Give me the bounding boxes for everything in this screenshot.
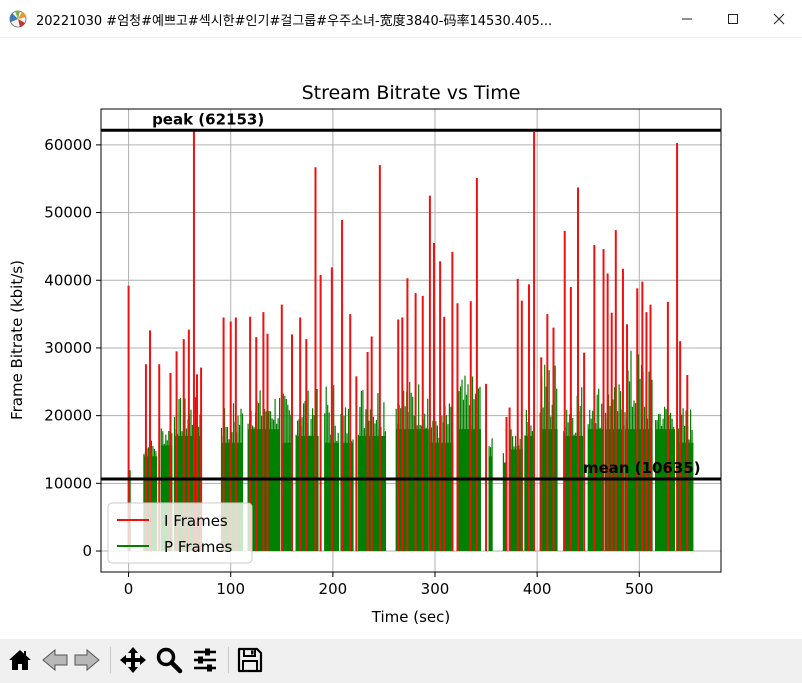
forward-arrow-icon [74,648,100,672]
bitrate-chart: Stream Bitrate vs Time Time (sec) Frame … [8,82,722,626]
zoom-button[interactable] [154,645,184,675]
axes-frame [100,108,722,573]
save-button[interactable] [235,645,265,675]
maximize-button[interactable] [710,0,756,38]
legend-p-frames-label: P Frames [164,538,233,556]
pan-icon [120,647,146,673]
back-arrow-icon [42,648,68,672]
window-titlebar: 20221030 #엄청#예쁘고#섹시한#인기#걸그룹#우주소녀-宽度3840-… [0,0,802,38]
x-tick-label: 100 [216,580,245,598]
configure-subplots-button[interactable] [190,645,220,675]
i-frames-series [127,130,689,552]
zoom-icon [156,647,183,674]
y-tick-label: 40000 [44,271,92,289]
x-tick-label: 500 [625,580,654,598]
y-tick-label: 0 [82,542,92,560]
minimize-button[interactable] [664,0,710,38]
toolbar-separator [110,647,111,673]
reference-lines: peak (62153) mean (10635) [101,110,721,481]
legend: I Frames P Frames [107,502,253,564]
chart-title: Stream Bitrate vs Time [302,82,521,104]
close-button[interactable] [756,0,802,38]
x-axis-label: Time (sec) [371,608,450,626]
peak-label: peak (62153) [152,110,264,128]
back-button[interactable] [40,645,70,675]
y-tick-label: 60000 [44,136,92,154]
forward-button[interactable] [72,645,102,675]
maximize-icon [728,14,738,24]
home-icon [9,650,31,670]
x-tick-label: 200 [319,580,348,598]
close-icon [773,13,785,25]
home-button[interactable] [5,645,35,675]
window-title: 20221030 #엄청#예쁘고#섹시한#인기#걸그룹#우주소녀-宽度3840-… [36,14,553,29]
x-tick-label: 400 [523,580,552,598]
x-tick-label: 300 [421,580,450,598]
minimize-icon [682,18,692,20]
y-axis-label: Frame Bitrate (kbit/s) [8,260,26,420]
configure-subplots-icon [194,648,216,672]
x-tick-label: 0 [124,580,134,598]
navigation-toolbar [0,639,802,683]
pan-button[interactable] [118,645,148,675]
legend-i-frames-label: I Frames [164,512,228,530]
toolbar-separator [228,647,229,673]
matplotlib-icon [8,9,28,29]
save-icon [237,647,263,673]
mean-label: mean (10635) [583,459,701,477]
figure-canvas[interactable]: Stream Bitrate vs Time Time (sec) Frame … [0,38,802,639]
legend-box [107,502,253,564]
y-tick-label: 30000 [44,339,92,357]
y-tick-label: 20000 [44,407,92,425]
y-tick-label: 50000 [44,204,92,222]
axis-ticks: 0 100 200 300 400 500 0 10000 20000 30000 40000 500… [44,136,653,598]
y-tick-label: 10000 [44,474,92,492]
